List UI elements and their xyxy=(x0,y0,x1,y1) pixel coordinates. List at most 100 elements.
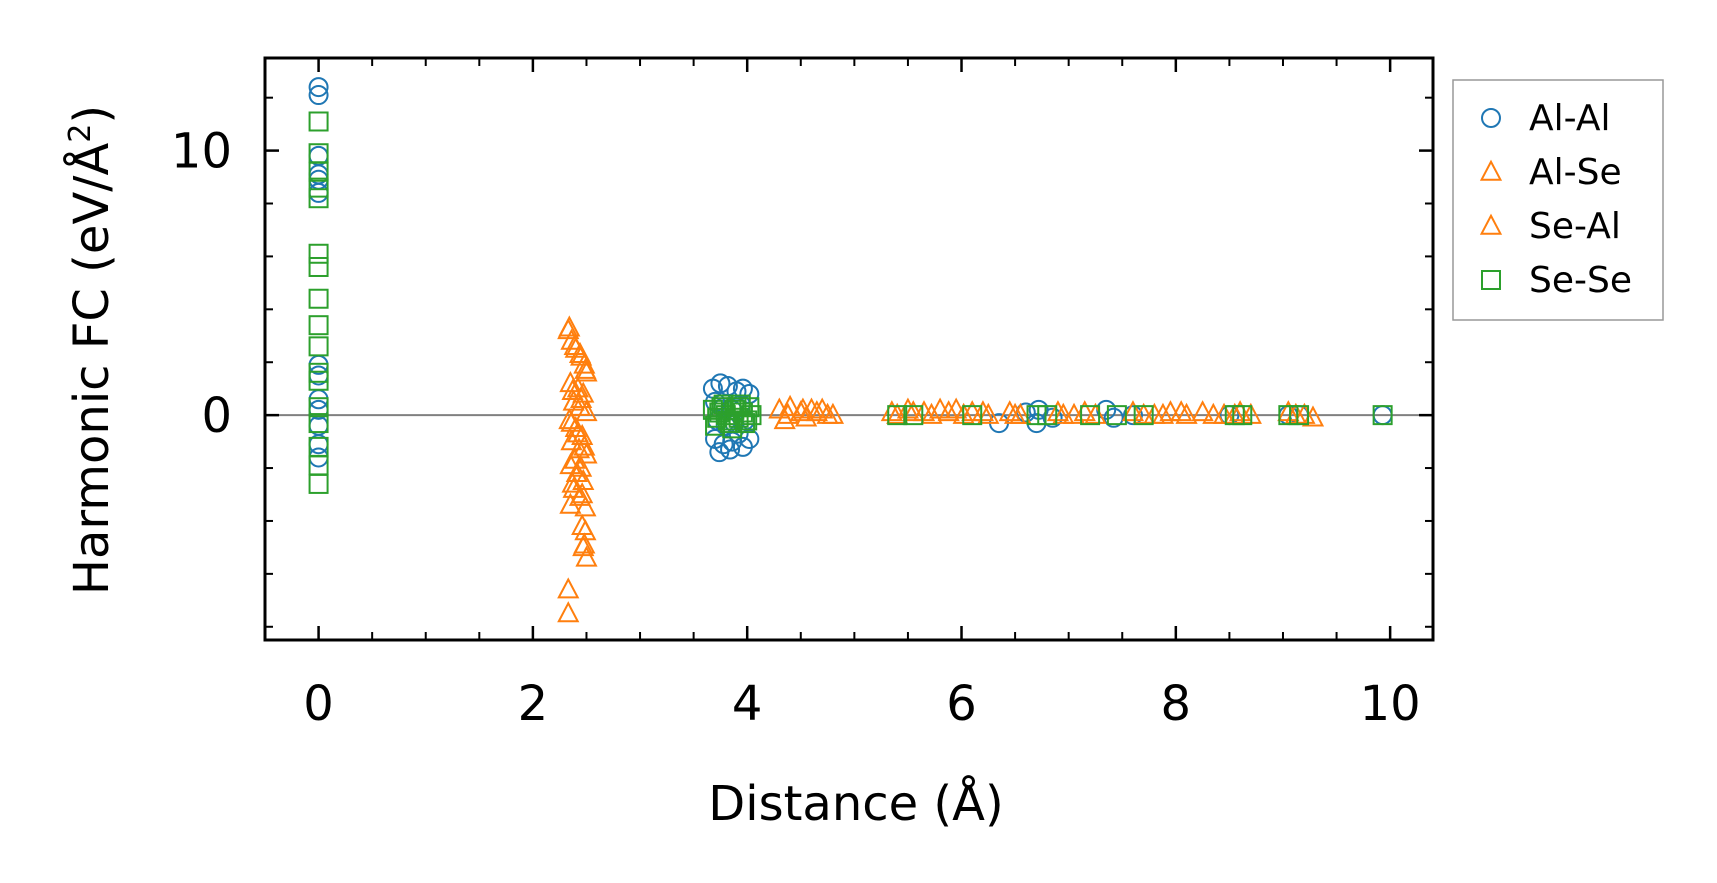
data-point xyxy=(778,394,802,416)
data-point xyxy=(776,402,800,424)
data-point xyxy=(805,400,828,422)
legend: Al-Al Al-Se Se-Al Se-Se xyxy=(1452,79,1664,321)
data-point xyxy=(308,111,329,132)
series-se-se xyxy=(308,111,1393,494)
data-point xyxy=(571,513,594,535)
data-point xyxy=(571,482,594,504)
data-point xyxy=(920,402,943,424)
data-point xyxy=(977,402,1000,424)
data-point xyxy=(791,397,815,419)
data-point xyxy=(570,386,593,408)
legend-item-se-se: Se-Se xyxy=(1481,260,1632,301)
x-tick-label: 4 xyxy=(732,676,763,732)
data-point xyxy=(1212,402,1236,424)
data-point xyxy=(557,577,580,599)
data-point xyxy=(308,243,329,264)
data-point xyxy=(1037,405,1058,426)
x-axis-label: Distance (Å) xyxy=(708,775,1003,832)
data-point xyxy=(722,418,743,439)
axes: 0 2 4 6 8 10 0 10 xyxy=(171,56,1435,732)
data-point xyxy=(575,400,598,422)
data-point xyxy=(1284,402,1307,424)
y-axis-label-superscript: 2 xyxy=(63,124,98,143)
data-point xyxy=(1121,400,1145,422)
data-point xyxy=(566,421,590,443)
x-tick-label: 0 xyxy=(303,676,334,732)
data-point xyxy=(1003,402,1027,424)
data-point xyxy=(1132,402,1155,424)
data-point xyxy=(971,400,995,422)
data-point xyxy=(308,182,329,203)
data-point xyxy=(737,410,758,431)
data-point xyxy=(709,442,730,463)
data-point xyxy=(559,492,582,514)
data-point xyxy=(308,161,329,182)
y-axis-label: Harmonic FC (eV/Å2) xyxy=(63,105,120,595)
data-point xyxy=(1073,400,1096,422)
data-point xyxy=(1229,400,1252,422)
data-point xyxy=(998,400,1021,422)
data-point xyxy=(1289,405,1310,426)
data-point xyxy=(1232,405,1253,426)
legend-item-al-al: Al-Al xyxy=(1481,98,1610,139)
data-point xyxy=(308,455,329,476)
data-point xyxy=(561,471,584,493)
x-tick-label: 8 xyxy=(1161,676,1192,732)
x-tick-label: 10 xyxy=(1360,676,1421,732)
data-point xyxy=(1372,405,1393,426)
data-point xyxy=(816,402,839,424)
data-point xyxy=(1042,407,1063,428)
data-point xyxy=(557,601,580,623)
data-point xyxy=(563,447,586,469)
data-point xyxy=(573,434,596,456)
data-point xyxy=(1106,405,1127,426)
data-point xyxy=(308,177,329,198)
data-point xyxy=(574,357,597,379)
plot-frame xyxy=(263,56,1435,642)
data-point xyxy=(308,315,329,336)
data-point xyxy=(568,341,592,363)
data-point xyxy=(903,405,924,426)
data-point xyxy=(561,378,584,401)
data-point xyxy=(1133,405,1154,426)
series-se-al xyxy=(558,315,1307,557)
data-point xyxy=(308,447,329,468)
data-point xyxy=(1223,402,1246,424)
data-point xyxy=(1278,405,1299,426)
data-point xyxy=(886,402,909,424)
y-tick-label: 0 xyxy=(201,388,232,444)
data-point xyxy=(575,545,598,567)
y-tick-label: 10 xyxy=(171,124,232,180)
legend-label: Al-Se xyxy=(1529,152,1622,193)
x-tick-label: 6 xyxy=(946,676,977,732)
legend-box xyxy=(1452,79,1664,321)
data-point xyxy=(572,535,595,557)
data-point xyxy=(1080,405,1101,426)
data-point xyxy=(902,400,925,422)
data-point xyxy=(1170,400,1193,422)
data-point xyxy=(887,405,908,426)
series-al-al xyxy=(308,77,1393,468)
data-point xyxy=(720,439,741,460)
legend-marker xyxy=(1479,159,1503,181)
data-point xyxy=(575,442,598,464)
data-point xyxy=(308,256,329,277)
data-point xyxy=(559,452,582,475)
chart-marks xyxy=(308,77,1393,623)
data-point xyxy=(735,413,756,434)
legend-label: Al-Al xyxy=(1529,98,1610,139)
data-point xyxy=(962,405,983,426)
data-point xyxy=(308,288,329,309)
data-point xyxy=(308,85,329,106)
data-point xyxy=(1151,402,1175,424)
data-point xyxy=(572,468,595,490)
data-point xyxy=(308,188,329,209)
data-point xyxy=(1052,402,1075,424)
data-point xyxy=(896,397,920,419)
data-point xyxy=(1103,407,1124,428)
data-point xyxy=(1046,400,1070,422)
y-axis-label-main: Harmonic FC (eV/Å xyxy=(63,143,120,596)
data-point xyxy=(1202,402,1225,424)
data-point xyxy=(308,77,329,98)
